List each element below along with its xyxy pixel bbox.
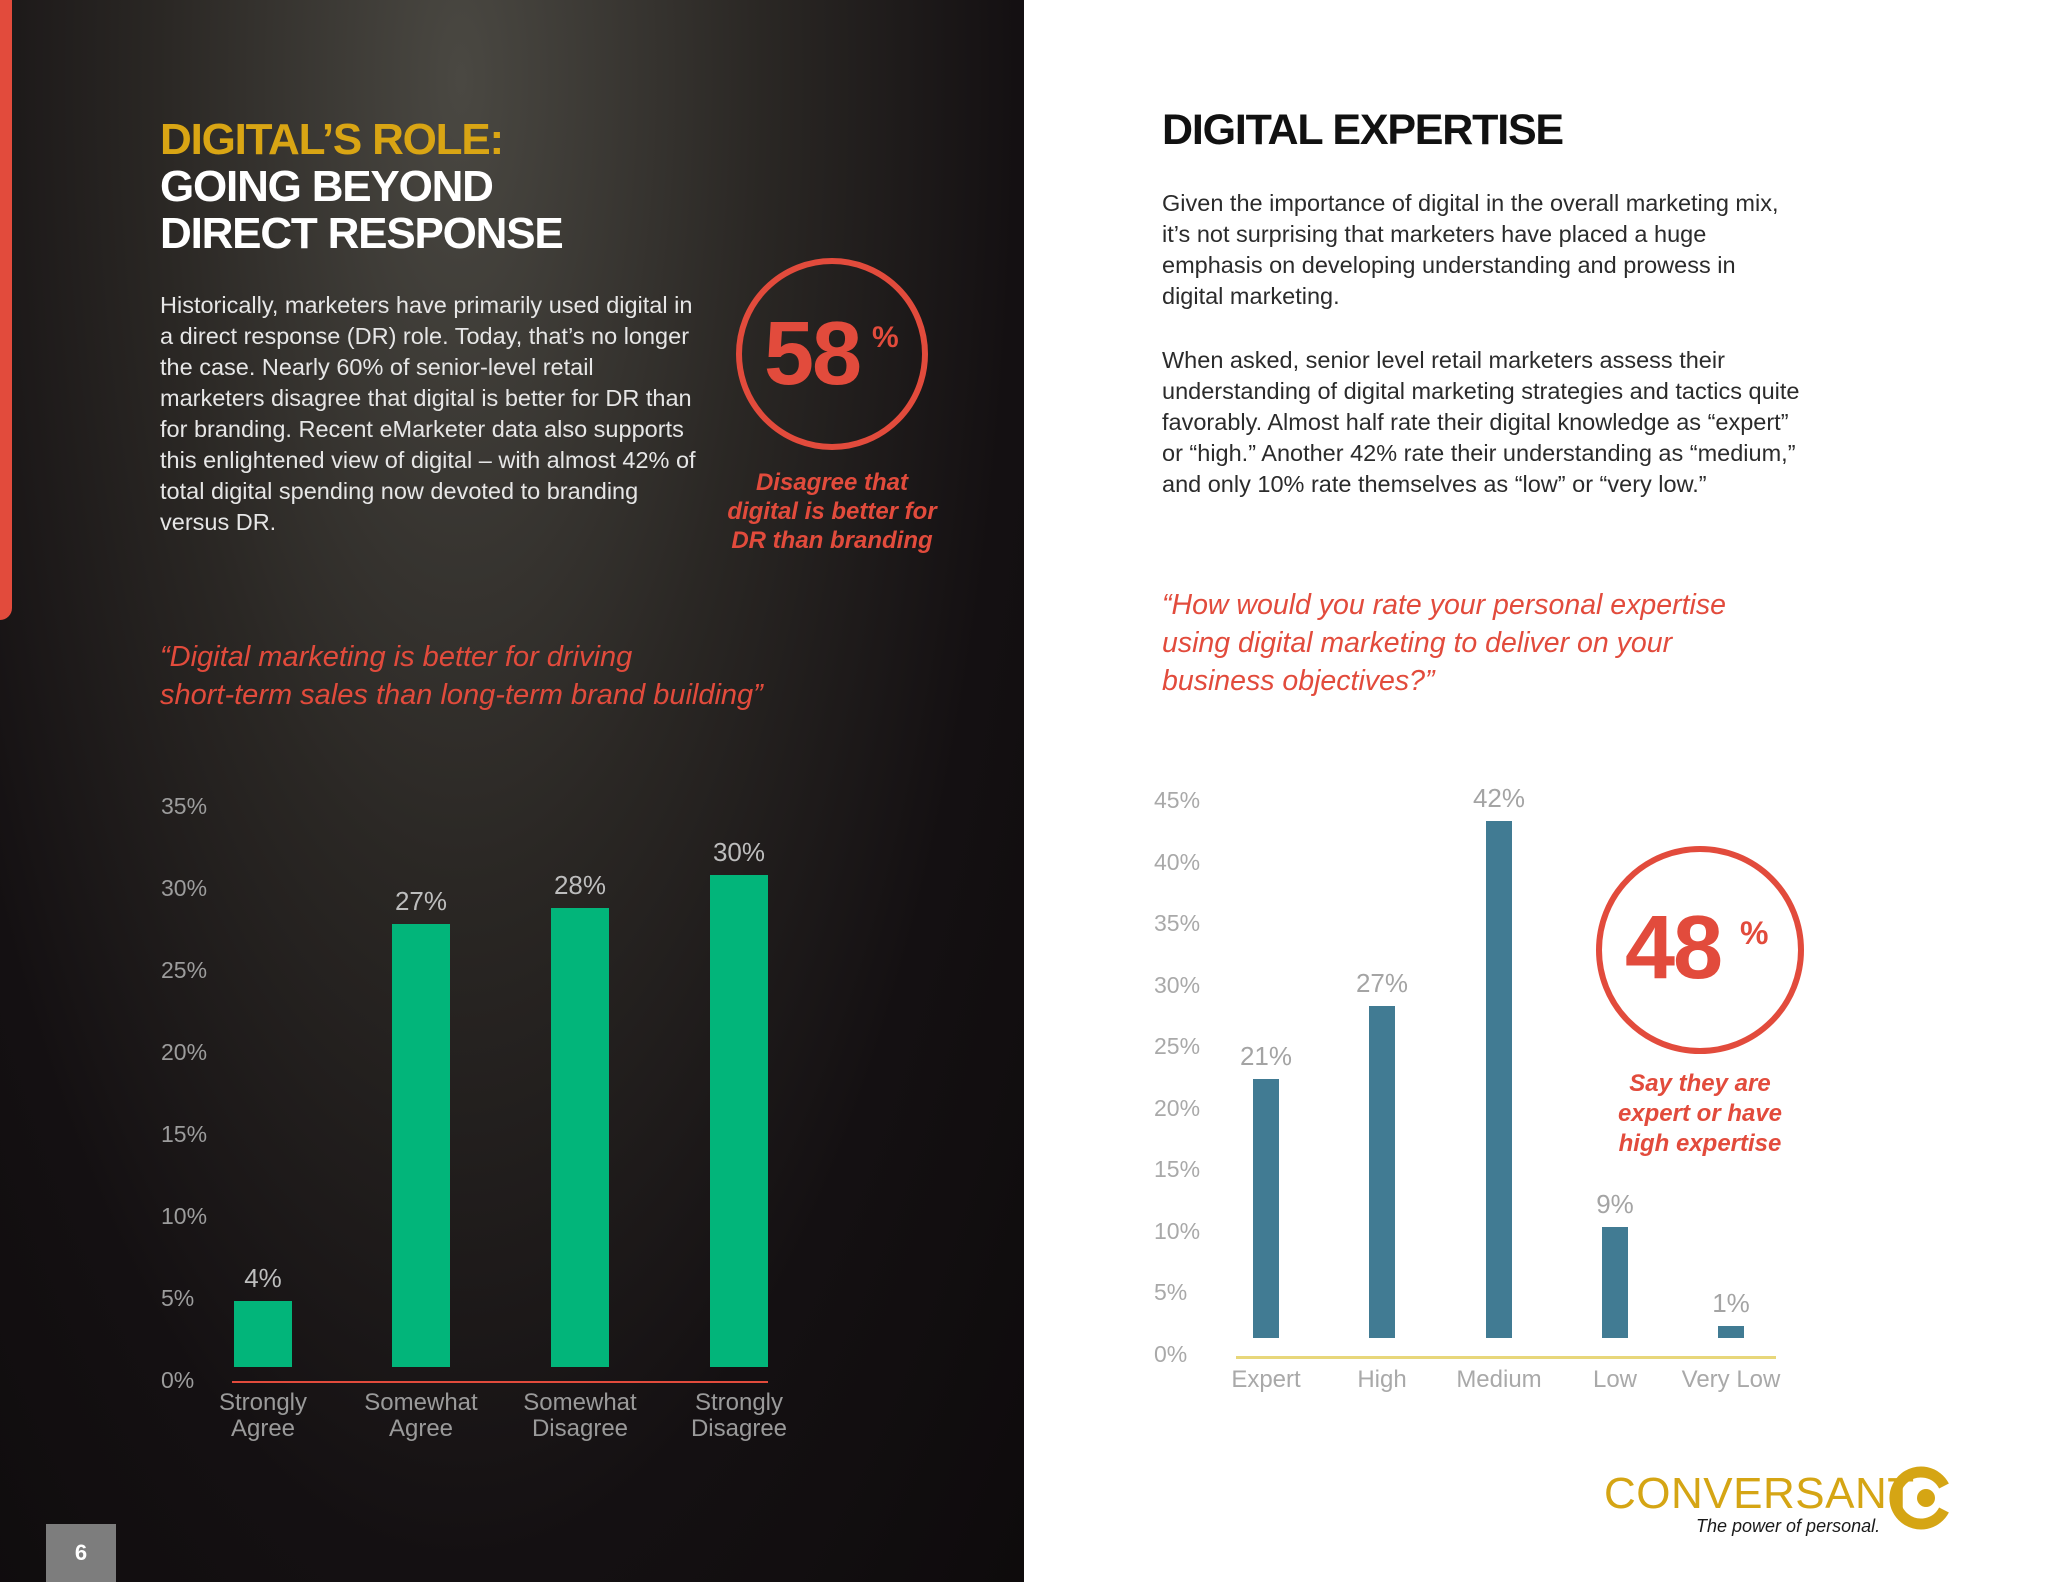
y-axis-tick-label: 35% <box>161 793 208 819</box>
bar-value-label: 42% <box>1472 782 1526 813</box>
page-number: 6 <box>46 1524 116 1582</box>
y-axis-tick-label: 20% <box>1154 1094 1201 1121</box>
intro-paragraph: Historically, marketers have primarily u… <box>160 292 696 535</box>
right-stat-caption-line1: Say they are <box>1629 1070 1771 1097</box>
bar-value-label: 9% <box>1596 1189 1634 1220</box>
x-axis-category-label: Somewhat Agree <box>346 1390 496 1442</box>
category-label-line: Somewhat <box>364 1389 478 1416</box>
right-page-heading: DIGITAL EXPERTISE <box>1162 106 1564 154</box>
right-quote-line1: “How would you rate your personal expert… <box>1162 589 1726 621</box>
logo-tagline: The power of personal. <box>1696 1516 1881 1536</box>
y-axis-tick-label: 30% <box>1154 971 1201 998</box>
y-axis-tick-label: 30% <box>161 875 208 901</box>
y-axis-tick-label: 5% <box>1154 1279 1188 1306</box>
stat-circle-58 <box>736 258 928 450</box>
stat-caption: Disagree that digital is better for DR t… <box>718 468 946 555</box>
bar-value-label: 4% <box>244 1263 282 1294</box>
bar-value-label: 30% <box>712 837 766 867</box>
x-axis-category-label: Expert <box>1231 1366 1301 1393</box>
y-axis-tick-label: 35% <box>1154 910 1201 937</box>
x-axis-category-label: Somewhat Disagree <box>505 1390 655 1442</box>
y-axis-tick-label: 5% <box>161 1285 195 1311</box>
quote-line1: “Digital marketing is better for driving <box>160 641 633 673</box>
y-axis-tick-label: 45% <box>1154 787 1201 813</box>
stat-circle-48 <box>1596 846 1804 1054</box>
chart-bar <box>1602 1227 1628 1338</box>
bar-value-label: 1% <box>1712 1287 1750 1318</box>
right-stat-percent: % <box>1740 915 1769 951</box>
bar-value-label: 28% <box>553 869 607 900</box>
y-axis-tick-label: 25% <box>161 957 208 983</box>
conversant-logo-icon <box>1889 1466 1949 1530</box>
chart-bar <box>1718 1325 1744 1338</box>
left-page: DIGITAL’S ROLE: GOING BEYOND DIRECT RESP… <box>0 0 1024 1582</box>
chart-bar <box>1486 820 1512 1338</box>
y-axis-tick-label: 15% <box>1154 1156 1201 1183</box>
y-axis-tick-label: 10% <box>161 1203 208 1229</box>
chart-question: “Digital marketing is better for driving… <box>160 638 800 714</box>
chart-bar <box>710 875 768 1367</box>
x-axis-line <box>1236 1356 1776 1359</box>
chart-bar <box>551 907 609 1367</box>
category-label-line: Disagree <box>531 1415 629 1442</box>
y-axis-tick-label: 10% <box>1154 1217 1201 1244</box>
category-label-line: Agree <box>230 1415 296 1442</box>
x-axis-line <box>232 1381 768 1383</box>
right-quote-line3: business objectives?” <box>1162 665 1435 697</box>
right-chart-question: “How would you rate your personal expert… <box>1162 586 1802 700</box>
page-title-line3: DIRECT RESPONSE <box>160 209 564 258</box>
right-stat-number: 48 <box>1625 898 1723 998</box>
accent-bar <box>0 0 12 620</box>
right-stat-caption-line3: high expertise <box>1618 1130 1782 1157</box>
y-axis-tick-label: 20% <box>161 1039 208 1065</box>
page-title-line2: GOING BEYOND <box>160 162 494 211</box>
stat-caption-line2: digital is better for <box>727 498 937 525</box>
bar-value-label: 21% <box>1239 1041 1293 1072</box>
chart-bar <box>1253 1079 1279 1338</box>
right-paragraph-1: Given the importance of digital in the o… <box>1162 190 1779 309</box>
stat-number: 58 <box>764 304 862 404</box>
y-axis-tick-label: 0% <box>161 1367 195 1393</box>
x-axis-category-label: Low <box>1592 1366 1638 1393</box>
category-label-line: Agree <box>388 1415 454 1442</box>
category-label-line: Strongly <box>694 1389 784 1416</box>
y-axis-tick-label: 25% <box>1154 1033 1201 1060</box>
bar-value-label: 27% <box>394 886 448 917</box>
chart-bar <box>392 924 450 1367</box>
bar-value-label: 27% <box>1355 967 1409 998</box>
category-label-line: Disagree <box>690 1415 788 1442</box>
x-axis-category-label: Strongly Agree <box>188 1390 338 1442</box>
x-axis-category-label: Very Low <box>1681 1366 1781 1393</box>
stat-percent: % <box>872 321 899 354</box>
right-stat-caption: Say they are expert or have high experti… <box>1580 1069 1820 1159</box>
right-quote-line2: using digital marketing to deliver on yo… <box>1162 627 1673 659</box>
x-axis-category-label: Strongly Disagree <box>664 1390 814 1442</box>
y-axis-tick-label: 0% <box>1154 1341 1188 1367</box>
page-title-line1: DIGITAL’S ROLE: <box>160 115 504 164</box>
quote-line2: short-term sales than long-term brand bu… <box>160 679 763 711</box>
y-axis-tick-label: 40% <box>1154 848 1201 875</box>
chart-bar <box>1369 1005 1395 1338</box>
conversant-logo-text: CONVERSANT <box>1604 1469 1915 1518</box>
stat-caption-line3: DR than branding <box>731 527 933 554</box>
category-label-line: Strongly <box>218 1389 308 1416</box>
x-axis-category-label: Medium <box>1456 1366 1542 1393</box>
y-axis-tick-label: 15% <box>161 1121 208 1147</box>
x-axis-category-label: High <box>1357 1366 1407 1393</box>
stat-caption-line1: Disagree that <box>755 469 909 496</box>
right-stat-caption-line2: expert or have <box>1617 1100 1783 1127</box>
category-label-line: Somewhat <box>523 1389 637 1416</box>
chart-bar <box>234 1301 292 1367</box>
right-paragraph-2: When asked, senior level retail marketer… <box>1162 347 1800 497</box>
